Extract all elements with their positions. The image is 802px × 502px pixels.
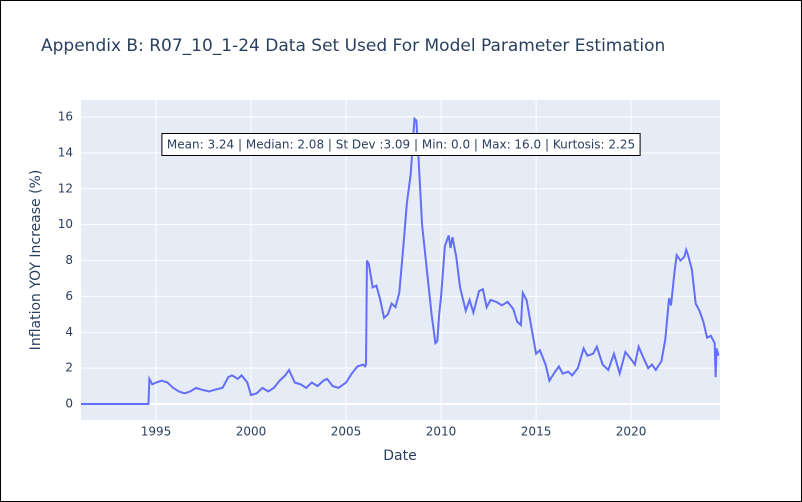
y-tick-label: 12 [58,181,73,195]
annotation: Mean: 3.24 | Median: 2.08 | St Dev :3.09… [167,138,635,152]
x-tick-label: 1995 [141,425,172,439]
y-tick-label: 6 [65,289,73,303]
x-tick-label: 2000 [236,425,267,439]
x-tick-label: 2020 [616,425,647,439]
annotation-box [161,133,641,156]
x-tick-label: 2005 [331,425,362,439]
y-tick-label: 10 [58,217,73,231]
y-tick-label: 0 [65,397,73,411]
y-tick-label: 4 [65,325,73,339]
y-tick-label: 2 [65,361,73,375]
chart-title: Appendix B: R07_10_1-24 Data Set Used Fo… [41,36,665,56]
x-tick-label: 2010 [426,425,457,439]
data-line [81,116,720,406]
x-tick-label: 2015 [521,425,552,439]
x-axis-title: Date [383,448,416,464]
y-axis-title: Inflation YOY Increase (%) [28,170,44,351]
y-tick-label: 16 [58,110,73,124]
y-tick-label: 8 [65,253,73,267]
y-tick-label: 14 [58,145,73,159]
